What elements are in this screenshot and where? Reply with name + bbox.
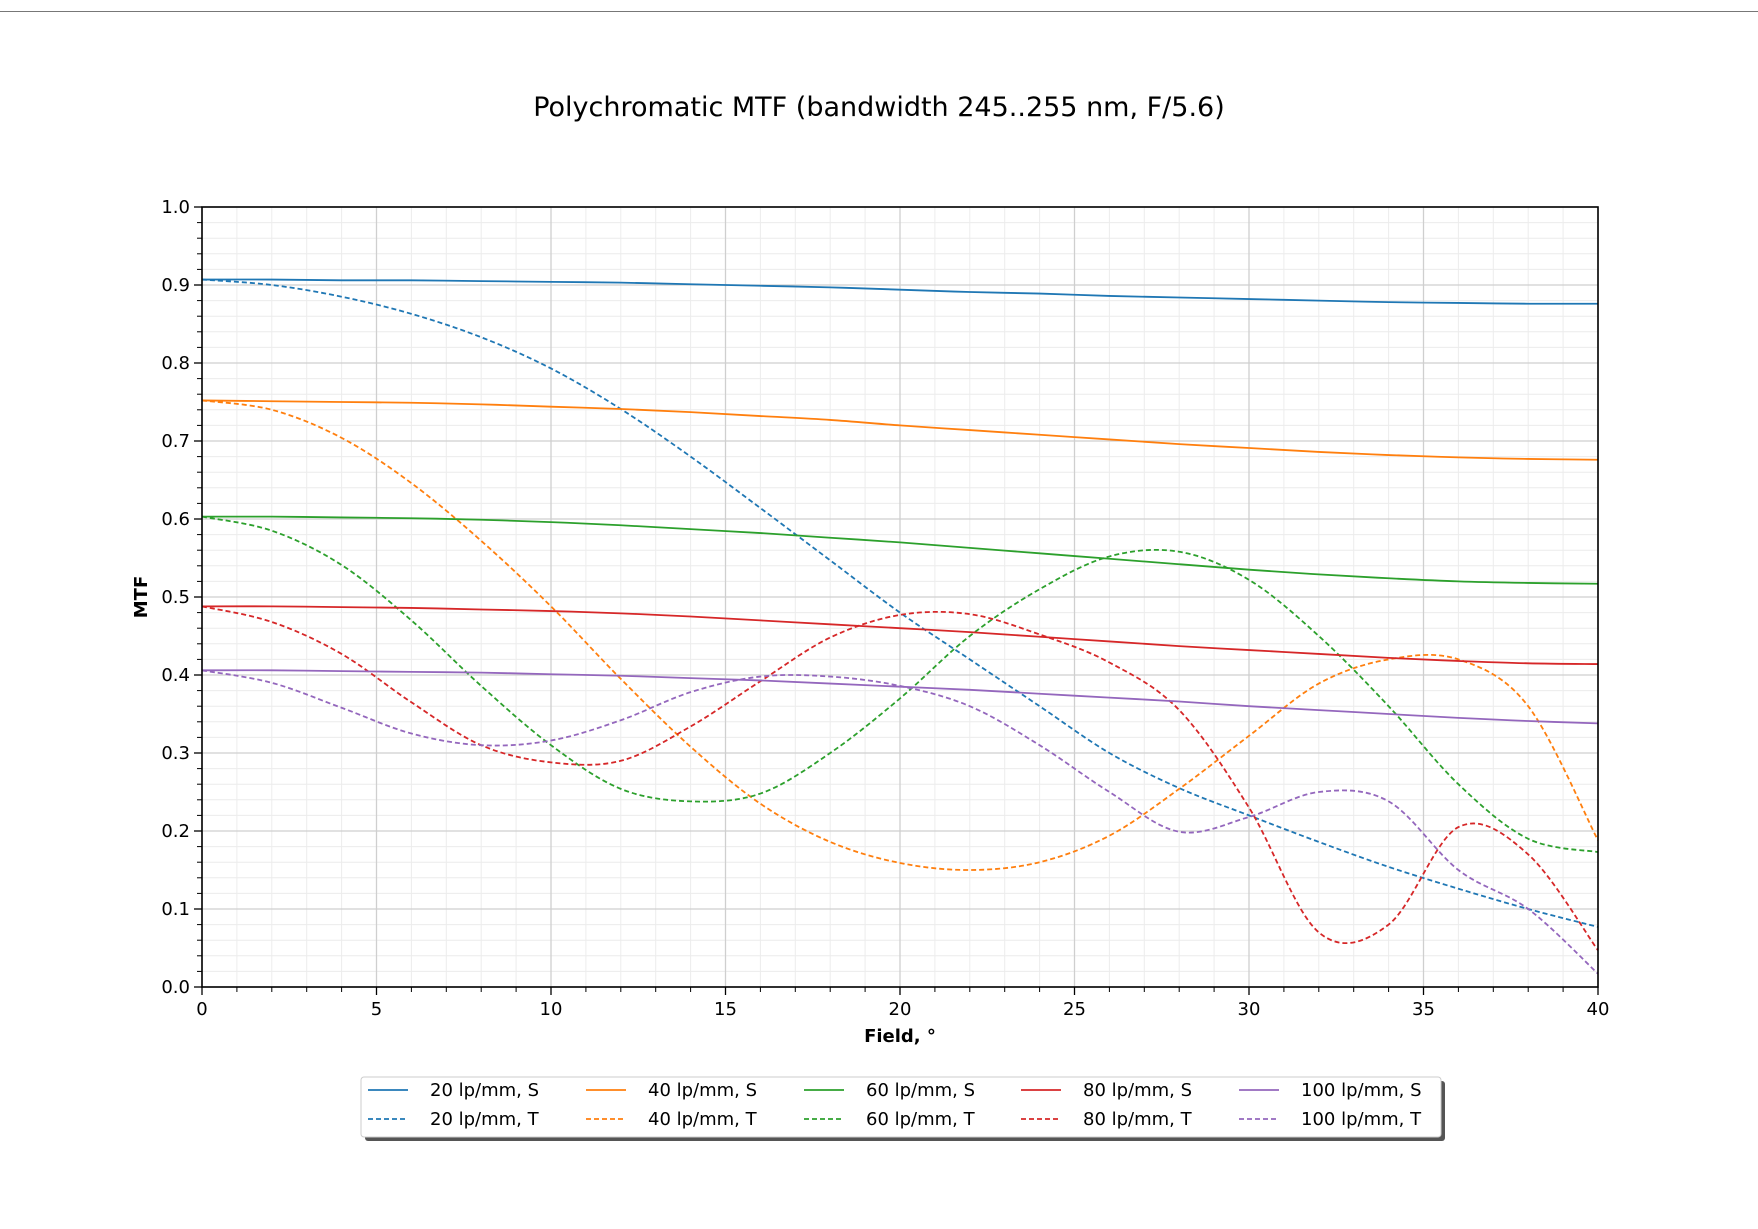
series-line-40-lp-mm-t [201, 399, 1599, 871]
series-line-80-lp-mm-t [201, 605, 1599, 951]
x-tick-label: 0 [196, 999, 207, 1020]
series-line-100-lp-mm-t [201, 669, 1599, 975]
x-tick-label: 30 [1238, 999, 1261, 1020]
chart-title: Polychromatic MTF (bandwidth 245..255 nm… [533, 92, 1225, 123]
x-tick-label: 10 [540, 999, 563, 1020]
x-tick-label: 35 [1412, 999, 1435, 1020]
legend-label: 20 lp/mm, T [430, 1109, 540, 1130]
y-tick-label: 0.6 [161, 509, 190, 530]
x-tick-label: 15 [714, 999, 737, 1020]
y-tick-label: 1.0 [161, 197, 190, 218]
y-tick-label: 0.8 [161, 353, 190, 374]
series-line-20-lp-mm-s [201, 278, 1599, 305]
y-tick-label: 0.3 [161, 743, 190, 764]
x-tick-label: 40 [1587, 999, 1610, 1020]
series-line-40-lp-mm-s [201, 399, 1599, 461]
x-tick-label: 20 [889, 999, 912, 1020]
axis-ticks: 0 5 10 15 20 25 30 35 40 0.0 0.1 0.2 0.3 0.4 0.5 0.6 0.7… [161, 197, 1609, 1020]
legend-label: 80 lp/mm, S [1083, 1080, 1192, 1101]
y-tick-label: 0.1 [161, 899, 190, 920]
legend-label: 80 lp/mm, T [1083, 1109, 1193, 1130]
x-tick-label: 25 [1063, 999, 1086, 1020]
series-line-60-lp-mm-t [201, 515, 1599, 853]
series-line-20-lp-mm-t [201, 278, 1599, 928]
legend-label: 100 lp/mm, S [1301, 1080, 1422, 1101]
series-line-60-lp-mm-s [201, 515, 1599, 585]
legend-label: 20 lp/mm, S [430, 1080, 539, 1101]
y-tick-label: 0.9 [161, 275, 190, 296]
series-line-80-lp-mm-s [201, 605, 1599, 665]
x-tick-label: 5 [371, 999, 382, 1020]
series-layer [201, 278, 1599, 975]
x-axis-label: Field, ° [864, 1026, 936, 1047]
legend-label: 40 lp/mm, S [648, 1080, 757, 1101]
y-tick-label: 0.2 [161, 821, 190, 842]
y-tick-label: 0.7 [161, 431, 190, 452]
y-tick-label: 0.4 [161, 665, 190, 686]
top-rule [0, 11, 1758, 12]
legend-entries: 20 lp/mm, S 20 lp/mm, T 40 lp/mm, S 40 lp/m… [368, 1080, 1422, 1130]
legend: 20 lp/mm, S 20 lp/mm, T 40 lp/mm, S 40 lp/m… [360, 1076, 1445, 1141]
legend-label: 40 lp/mm, T [648, 1109, 758, 1130]
legend-label: 60 lp/mm, S [866, 1080, 975, 1101]
y-tick-label: 0.0 [161, 977, 190, 998]
y-axis-label: MTF [131, 576, 152, 619]
y-tick-label: 0.5 [161, 587, 190, 608]
legend-box [360, 1076, 1442, 1138]
legend-label: 100 lp/mm, T [1301, 1109, 1422, 1130]
legend-label: 60 lp/mm, T [866, 1109, 976, 1130]
